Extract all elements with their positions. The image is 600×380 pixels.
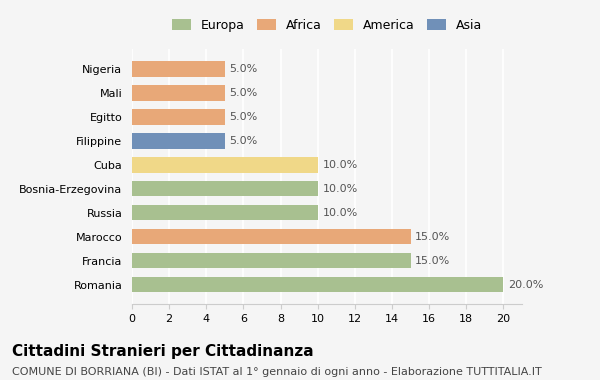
Text: 10.0%: 10.0% [322, 184, 358, 194]
Text: 15.0%: 15.0% [415, 256, 451, 266]
Bar [132, 277, 503, 293]
Text: 20.0%: 20.0% [508, 280, 544, 290]
Text: 5.0%: 5.0% [229, 88, 258, 98]
Legend: Europa, Africa, America, Asia: Europa, Africa, America, Asia [168, 15, 486, 35]
Text: 10.0%: 10.0% [322, 160, 358, 170]
Text: 10.0%: 10.0% [322, 208, 358, 218]
Bar [132, 205, 318, 220]
Bar [132, 61, 225, 76]
Bar [132, 109, 225, 125]
Bar [132, 181, 318, 196]
Bar [132, 133, 225, 149]
Bar [132, 85, 225, 101]
Text: Cittadini Stranieri per Cittadinanza: Cittadini Stranieri per Cittadinanza [12, 344, 314, 359]
Text: 5.0%: 5.0% [229, 112, 258, 122]
Text: 5.0%: 5.0% [229, 136, 258, 146]
Text: COMUNE DI BORRIANA (BI) - Dati ISTAT al 1° gennaio di ogni anno - Elaborazione T: COMUNE DI BORRIANA (BI) - Dati ISTAT al … [12, 367, 542, 377]
Text: 15.0%: 15.0% [415, 232, 451, 242]
Bar [132, 253, 410, 268]
Text: 5.0%: 5.0% [229, 64, 258, 74]
Bar [132, 157, 318, 173]
Bar [132, 229, 410, 244]
